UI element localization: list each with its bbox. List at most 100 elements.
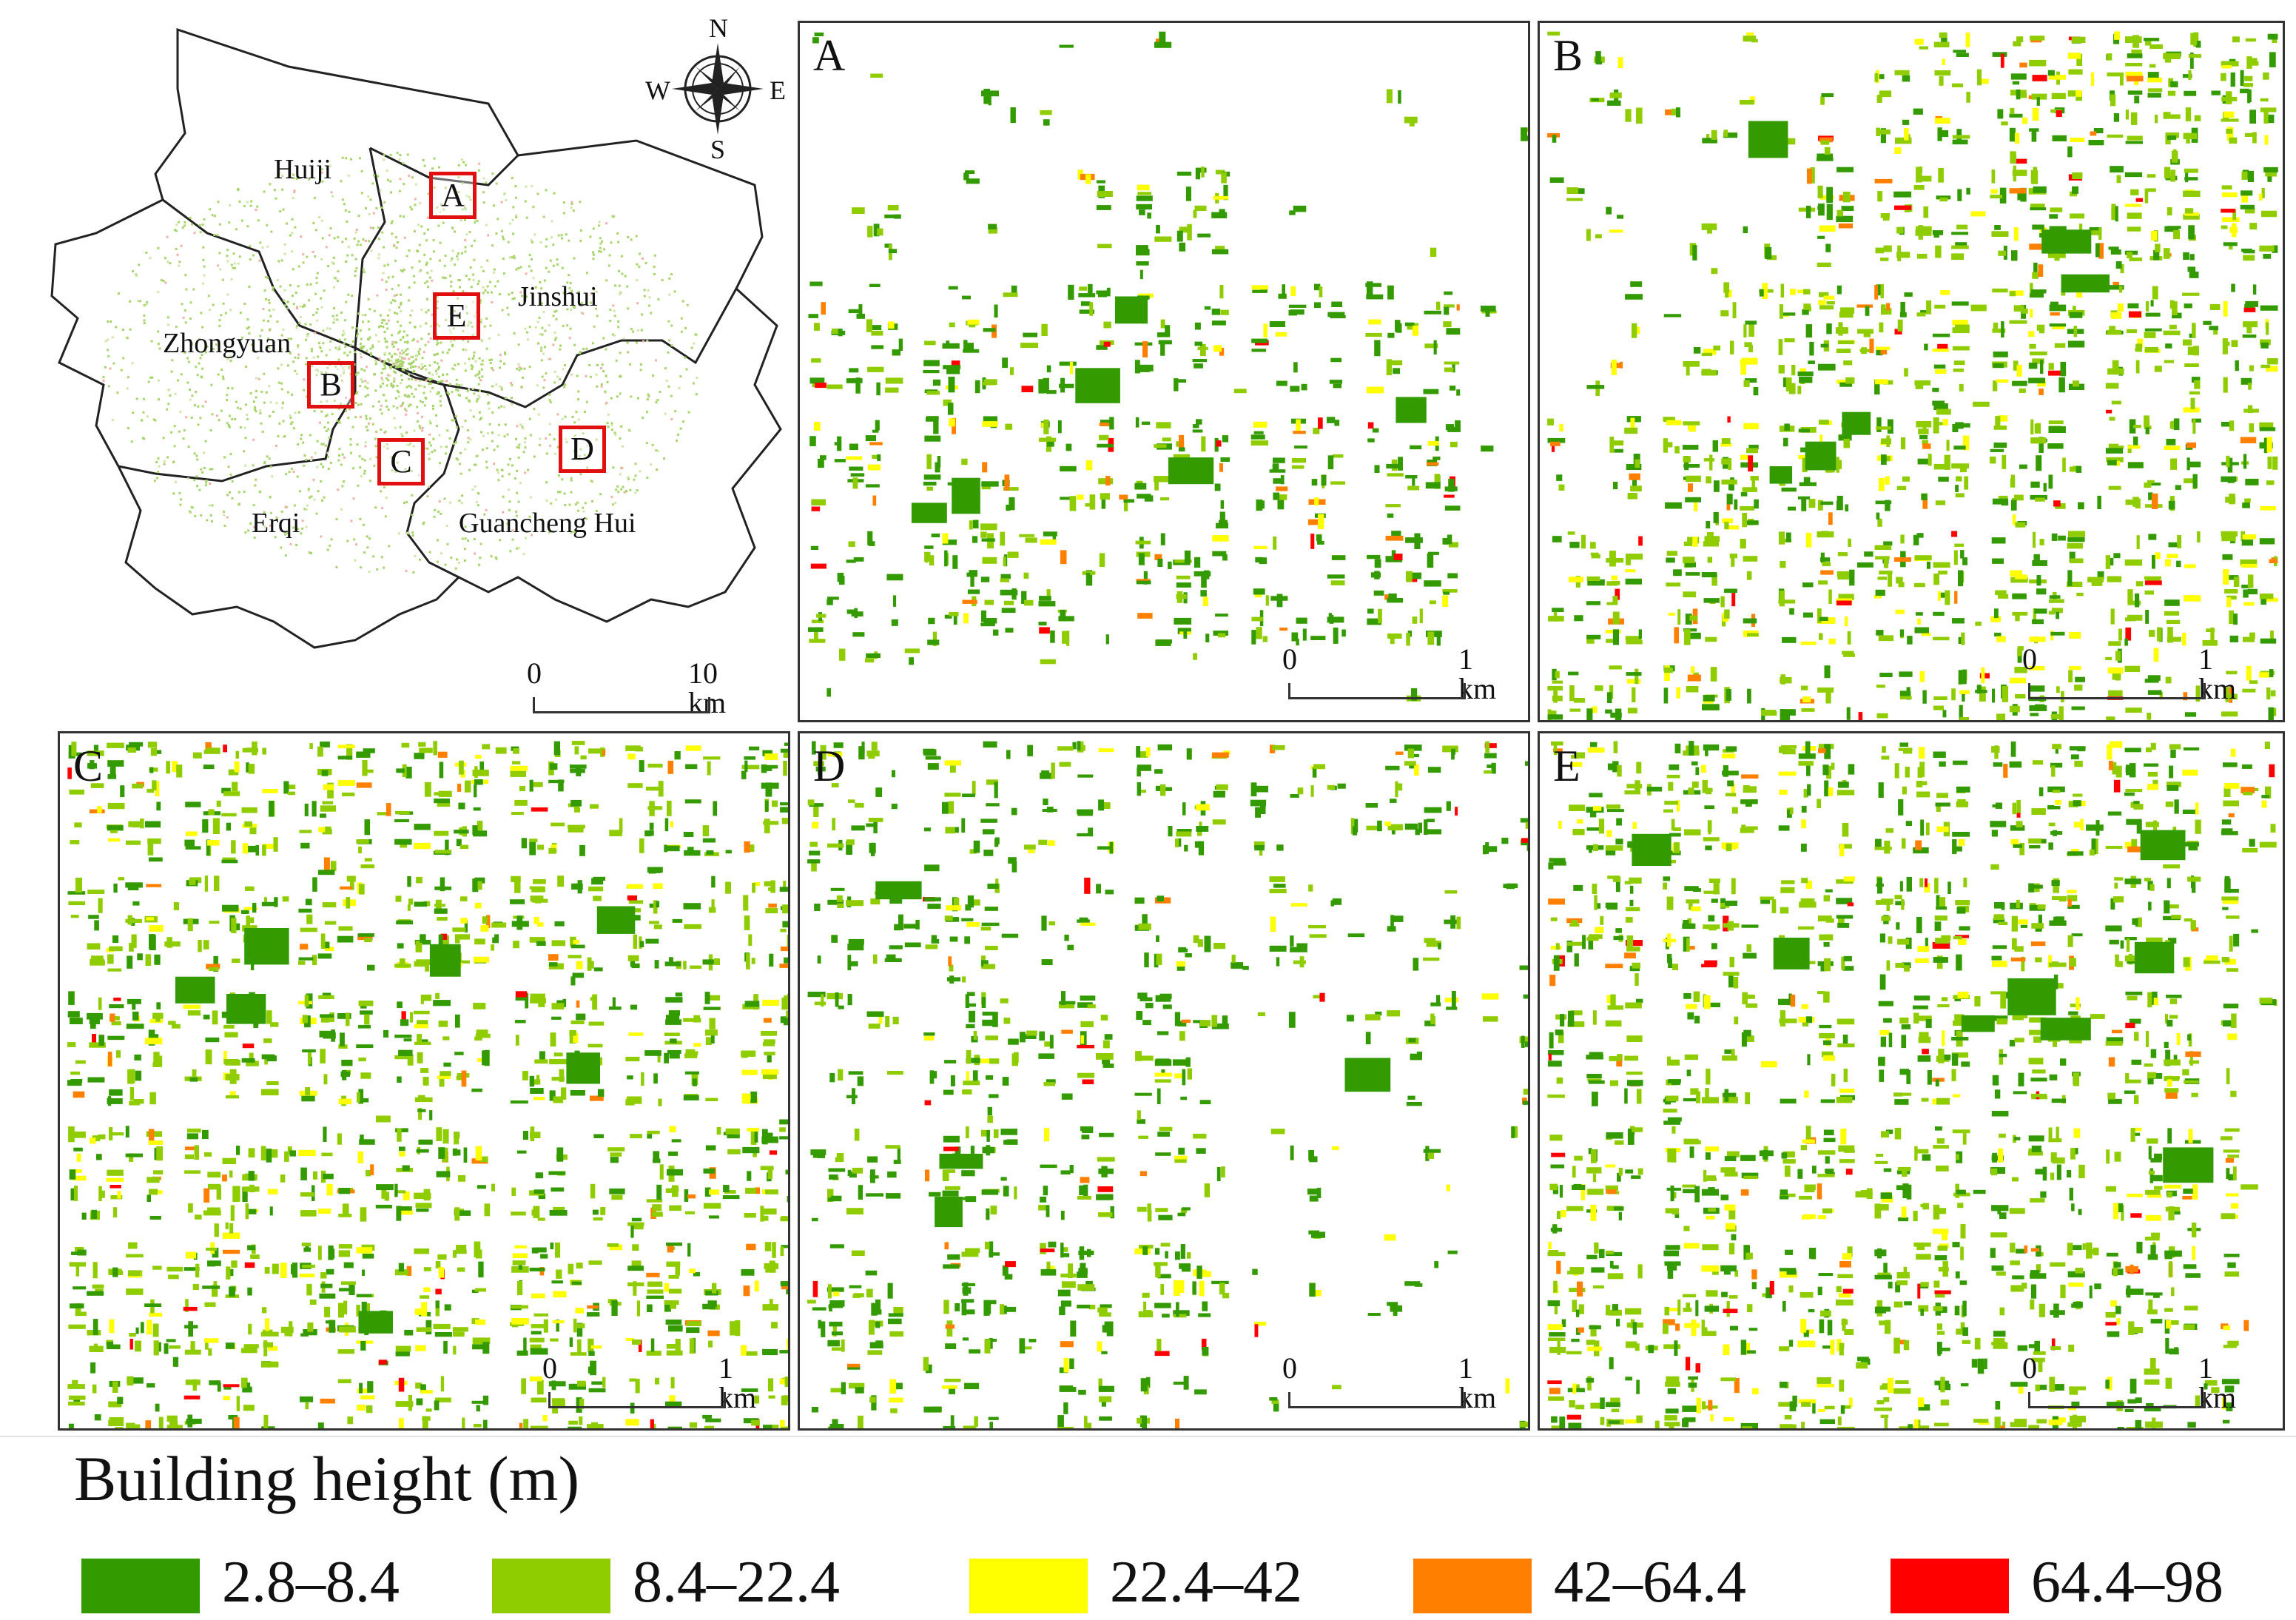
building-dot: [686, 303, 689, 306]
building: [185, 801, 201, 807]
building: [1683, 557, 1695, 563]
building-dot: [491, 367, 493, 369]
building-dot: [457, 258, 459, 261]
building: [2267, 33, 2278, 40]
building-dot: [297, 344, 300, 347]
inset-box-e[interactable]: E: [433, 292, 480, 340]
building: [2115, 206, 2118, 222]
building-dot: [449, 383, 451, 386]
building: [1996, 713, 2006, 720]
building-dot: [292, 173, 294, 176]
inset-box-c[interactable]: C: [377, 438, 425, 485]
building: [2194, 380, 2201, 389]
building-dot: [361, 314, 364, 317]
building: [1837, 571, 1854, 577]
building-dot: [414, 358, 417, 361]
building: [1676, 107, 1680, 118]
building: [88, 915, 99, 919]
building: [1820, 343, 1828, 348]
building: [2242, 534, 2257, 540]
building-dot: [517, 456, 520, 459]
building: [2223, 242, 2238, 246]
building: [1023, 599, 1034, 606]
building-dot: [338, 346, 341, 348]
building-dot: [143, 397, 146, 400]
building-dot: [622, 337, 625, 340]
building-dot: [263, 190, 266, 193]
building-dot: [471, 357, 474, 360]
building-dot: [627, 476, 630, 479]
building: [1620, 361, 1623, 369]
building-dot: [664, 412, 667, 415]
building-dot: [606, 422, 609, 425]
building-dot: [328, 234, 331, 237]
building: [1184, 550, 1191, 563]
building: [1219, 520, 1228, 525]
building-dot: [286, 307, 289, 310]
building-dot: [369, 198, 372, 201]
building-dot: [310, 495, 313, 498]
building: [2028, 377, 2046, 383]
building-dot: [317, 216, 320, 218]
building: [1407, 485, 1420, 491]
building-dot: [552, 343, 555, 346]
building: [1818, 420, 1829, 425]
building-dot: [515, 437, 517, 440]
building-dot: [230, 263, 233, 266]
building: [2164, 446, 2181, 451]
building: [1997, 109, 2004, 119]
inset-box-a[interactable]: A: [429, 172, 477, 219]
building: [262, 844, 276, 849]
building: [187, 918, 193, 932]
building: [849, 466, 863, 471]
building-dot: [483, 325, 486, 328]
building-dot: [501, 309, 504, 312]
building: [2108, 641, 2121, 646]
building: [2221, 217, 2240, 222]
building-dot: [367, 320, 370, 323]
building: [1387, 513, 1394, 518]
building: [1876, 512, 1880, 520]
building: [1219, 348, 1225, 356]
building-dot: [423, 232, 426, 235]
building-dot: [266, 223, 269, 226]
building: [1252, 289, 1267, 293]
building-dot: [145, 303, 148, 306]
building: [1817, 500, 1823, 511]
building-dot: [522, 376, 524, 379]
building: [1212, 551, 1227, 557]
building: [2110, 608, 2115, 625]
building-dot: [519, 291, 522, 294]
inset-box-b[interactable]: B: [307, 361, 354, 409]
building-dot: [617, 241, 620, 243]
building: [482, 744, 491, 750]
building-dot: [368, 417, 371, 420]
building-dot: [381, 379, 384, 382]
building-dot: [272, 308, 275, 311]
building: [2147, 690, 2162, 695]
building-dot: [627, 351, 630, 354]
building: [1709, 454, 1713, 471]
building-dot: [334, 277, 337, 280]
building: [769, 953, 774, 967]
building: [1393, 368, 1401, 374]
building: [2147, 480, 2155, 483]
building: [2213, 326, 2218, 335]
building-dot: [431, 313, 434, 316]
building-dot: [451, 226, 454, 229]
building: [1920, 310, 1931, 314]
building-dot: [480, 340, 483, 343]
building-dot: [326, 421, 329, 424]
building: [1176, 575, 1191, 579]
building-dot: [463, 548, 466, 551]
building-dot: [469, 409, 472, 412]
building: [570, 764, 587, 769]
building: [209, 967, 219, 972]
building-dot: [548, 398, 551, 401]
building: [1879, 129, 1891, 135]
building-dot: [126, 387, 129, 390]
building: [649, 822, 654, 830]
building-dot: [319, 346, 322, 349]
building-dot: [464, 537, 467, 540]
inset-box-d[interactable]: D: [559, 426, 606, 473]
